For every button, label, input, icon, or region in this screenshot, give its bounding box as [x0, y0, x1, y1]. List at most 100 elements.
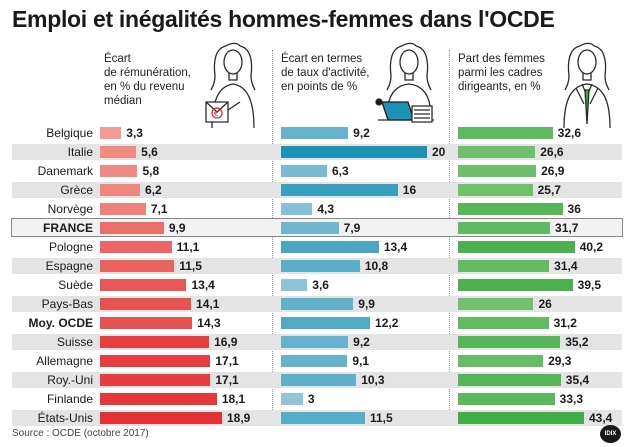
bar-series-3: [458, 298, 534, 310]
data-label-series-1: 5,6: [141, 145, 158, 159]
bar-series-3: [458, 203, 563, 215]
data-label-series-2: 4,3: [317, 202, 335, 216]
bar-series-1: [100, 374, 211, 386]
category-label: Moy. OCDE: [28, 316, 93, 330]
bar-series-3: [458, 355, 544, 367]
category-label: Danemark: [37, 164, 93, 178]
data-label-series-1: 16,9: [214, 335, 238, 349]
data-label-series-3: 33,3: [559, 392, 584, 406]
bar-series-3: [458, 184, 533, 196]
data-label-series-3: 39,5: [577, 278, 602, 292]
bar-series-1: [100, 127, 122, 139]
bar-series-2: [281, 336, 349, 348]
data-label-series-1: 17,1: [215, 373, 239, 387]
bar-series-2: [281, 355, 348, 367]
bar-series-3: [458, 146, 536, 158]
bar-series-2: [281, 203, 313, 215]
category-label: FRANCE: [43, 221, 93, 235]
data-label-series-2: 11,5: [369, 411, 393, 425]
svg-text:€: €: [214, 110, 218, 118]
data-label-series-2: 20: [432, 145, 446, 159]
bar-series-1: [100, 279, 187, 291]
bar-series-3: [458, 393, 555, 405]
category-label: Finlande: [46, 392, 93, 406]
bar-series-1: [100, 393, 217, 405]
bar-series-3: [458, 279, 573, 291]
data-label-series-1: 13,4: [191, 278, 215, 292]
data-label-series-1: 11,1: [176, 240, 200, 254]
column-header-pay-gap: Écart de rémunération, en % du revenu mé…: [104, 53, 191, 107]
category-label: Roy.-Uni: [47, 373, 93, 387]
data-label-series-1: 18,9: [227, 411, 251, 425]
data-label-series-2: 9,2: [353, 335, 370, 349]
bar-series-2: [281, 127, 349, 139]
data-label-series-1: 18,1: [221, 392, 246, 406]
data-label-series-2: 6,3: [331, 164, 349, 178]
data-label-series-2: 10,3: [361, 373, 385, 387]
bar-series-1: [100, 165, 138, 177]
bar-series-1: [100, 317, 193, 329]
category-label: Suède: [58, 278, 93, 292]
category-label: Pays-Bas: [41, 297, 93, 311]
data-label-series-2: 16: [402, 183, 417, 197]
bar-series-3: [458, 127, 553, 139]
woman-euro-icon: €: [205, 42, 256, 128]
data-label-series-2: 9,1: [352, 354, 370, 368]
bar-series-2: [281, 317, 371, 329]
bar-series-2: [281, 184, 398, 196]
category-label: États-Unis: [37, 411, 93, 425]
bar-series-1: [100, 412, 222, 424]
bar-series-2: [281, 222, 339, 234]
bar-series-1: [100, 298, 192, 310]
bar-series-1: [100, 260, 175, 272]
bar-series-3: [458, 260, 550, 272]
source-note: Source : OCDE (octobre 2017): [12, 428, 149, 439]
data-label-series-3: 25,7: [537, 183, 561, 197]
category-label: Suisse: [56, 335, 93, 349]
bar-series-2: [281, 393, 303, 405]
bar-series-2: [281, 279, 308, 291]
data-label-series-2: 3,6: [312, 278, 329, 292]
bar-series-3: [458, 374, 561, 386]
bar-series-3: [458, 241, 575, 253]
woman-laptop-icon: [375, 42, 434, 123]
data-label-series-1: 14,1: [196, 297, 220, 311]
data-label-series-3: 31,4: [554, 259, 578, 273]
bar-series-1: [100, 336, 210, 348]
bar-series-1: [100, 184, 141, 196]
chart-title: Emploi et inégalités hommes-femmes dans …: [12, 6, 555, 32]
bar-series-2: [281, 412, 365, 424]
data-label-series-2: 3: [307, 392, 315, 406]
category-label: Belgique: [46, 126, 93, 140]
data-label-series-3: 43,4: [589, 411, 613, 425]
data-label-series-1: 9,9: [168, 221, 186, 235]
bar-series-3: [458, 222, 551, 234]
woman-manager-icon: [563, 42, 611, 128]
data-label-series-3: 26: [538, 297, 552, 311]
data-label-series-2: 13,4: [383, 240, 408, 254]
category-label: Allemagne: [36, 354, 93, 368]
data-label-series-2: 10,8: [364, 259, 389, 273]
data-label-series-1: 3,3: [126, 126, 143, 140]
bar-series-1: [100, 146, 137, 158]
bar-series-2: [281, 241, 379, 253]
data-label-series-1: 5,8: [142, 164, 160, 178]
category-label: Pologne: [48, 240, 93, 254]
data-label-series-1: 17,1: [215, 354, 239, 368]
data-label-series-3: 36: [567, 202, 581, 216]
data-label-series-1: 7,1: [150, 202, 168, 216]
bar-series-2: [281, 260, 360, 272]
data-label-series-3: 32,6: [557, 126, 581, 140]
data-label-series-1: 11,5: [179, 259, 202, 273]
publisher-logo: IDIX: [600, 425, 621, 443]
data-label-series-2: 7,9: [343, 221, 361, 235]
data-label-series-2: 12,2: [375, 316, 399, 330]
bar-series-2: [281, 165, 327, 177]
data-label-series-3: 31,2: [553, 316, 577, 330]
data-label-series-1: 14,3: [197, 316, 221, 330]
data-label-series-2: 9,9: [358, 297, 375, 311]
data-label-series-3: 31,7: [555, 221, 579, 235]
bar-series-1: [100, 241, 172, 253]
data-label-series-3: 35,2: [565, 335, 589, 349]
bar-series-2: [281, 374, 357, 386]
